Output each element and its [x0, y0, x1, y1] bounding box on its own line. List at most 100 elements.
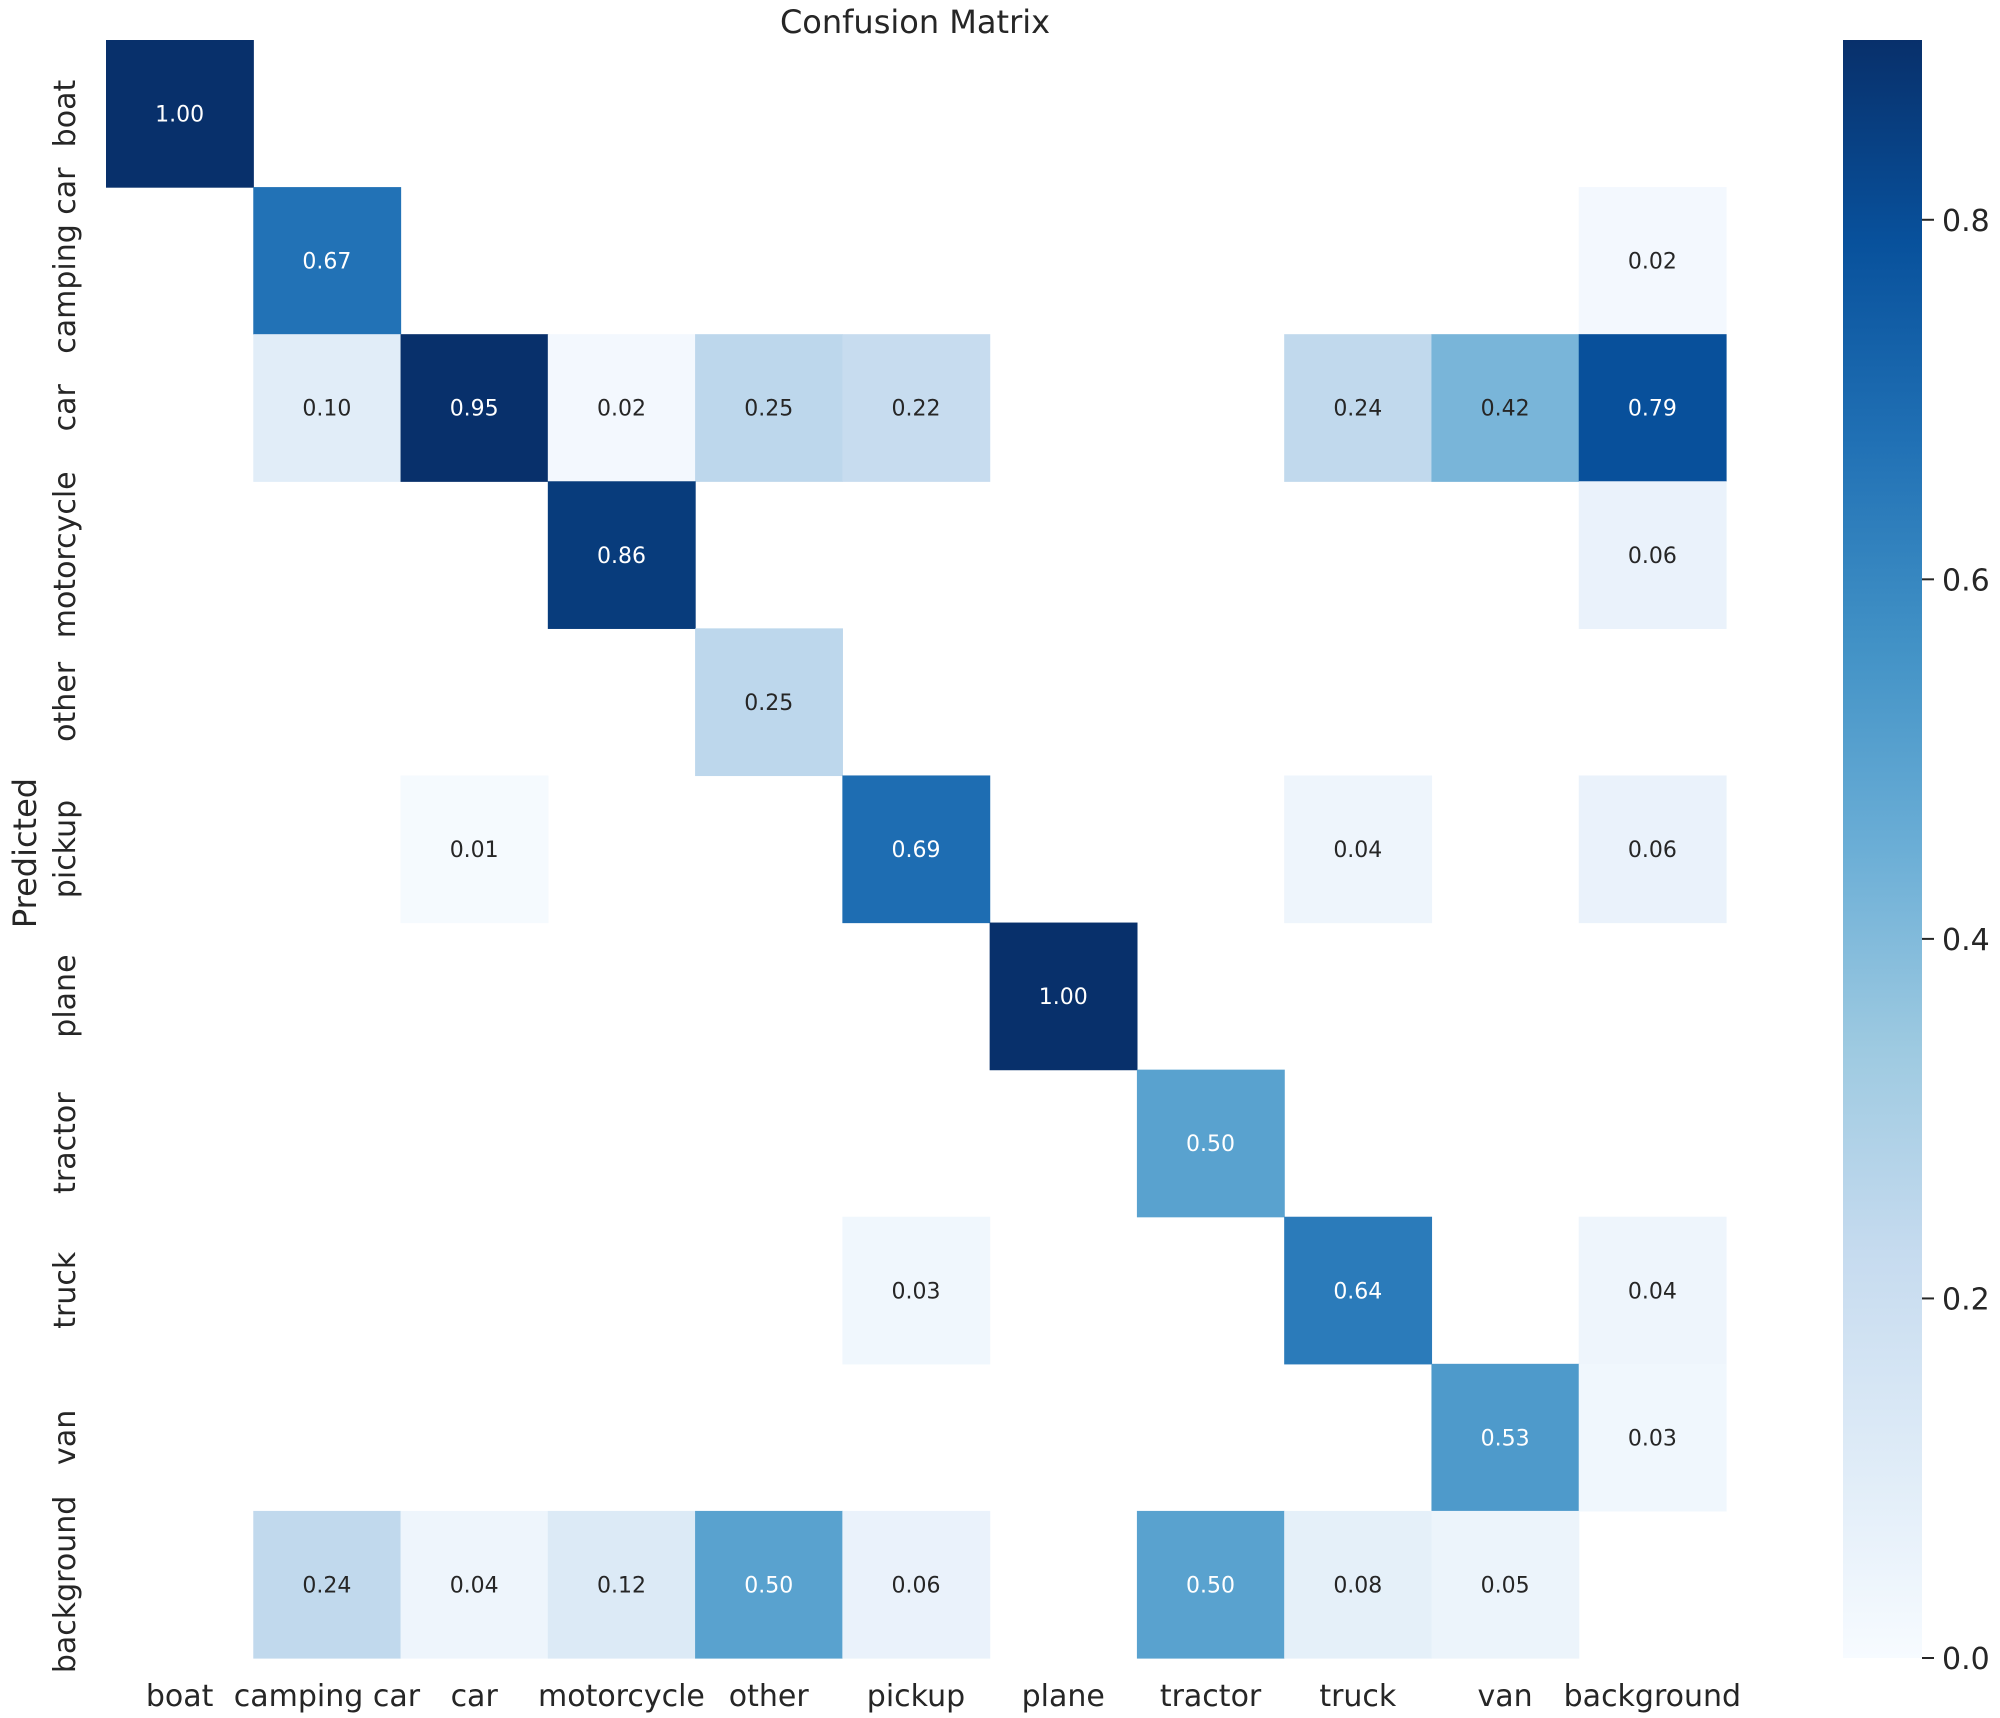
heatmap-cell	[253, 1510, 402, 1659]
y-tick-label: other	[48, 661, 83, 742]
x-tick-label: boat	[146, 1679, 214, 1714]
heatmap-cell	[1578, 187, 1727, 335]
y-tick-label: car	[48, 383, 83, 431]
heatmap-cell-labels: 1.00 0.67 0.02 0.10 0.95 0.02 0.25 0.22 0.24 0.42…	[155, 103, 1677, 1599]
cell-value-label: 1.00	[1039, 985, 1088, 1010]
y-axis-ticks: boat camping car car motorcycle other pickup p…	[48, 80, 83, 1674]
y-tick-label: boat	[48, 80, 83, 148]
heatmap-cell	[547, 481, 696, 629]
heatmap-cell	[1431, 1510, 1580, 1659]
heatmap-cell	[106, 40, 254, 188]
heatmap-cell	[1578, 1216, 1727, 1365]
x-tick-label: tractor	[1160, 1679, 1262, 1714]
cell-value-label: 0.08	[1333, 1573, 1382, 1598]
colorbar-tick-label: 0.2	[1942, 1282, 1990, 1317]
heatmap-cell	[1284, 334, 1433, 482]
heatmap-cell	[1578, 1363, 1727, 1512]
cell-value-label: 0.79	[1628, 397, 1677, 422]
y-tick-label: camping car	[48, 167, 83, 354]
cell-value-label: 0.02	[1628, 250, 1677, 275]
heatmap-cell	[1284, 775, 1433, 924]
x-tick-label: car	[451, 1679, 499, 1714]
heatmap-cell	[842, 775, 991, 924]
y-tick-label: motorcycle	[48, 471, 83, 638]
cell-value-label: 0.06	[892, 1573, 941, 1598]
cell-value-label: 0.04	[1628, 1279, 1677, 1304]
colorbar	[1843, 40, 1922, 1658]
cell-value-label: 0.67	[302, 250, 351, 275]
heatmap-cell	[695, 628, 843, 777]
cell-value-label: 0.64	[1333, 1279, 1382, 1304]
cell-value-label: 0.03	[1628, 1426, 1677, 1451]
colorbar-ticks: 0.0 0.2 0.4 0.6 0.8	[1922, 204, 1990, 1677]
cell-value-label: 0.02	[597, 397, 646, 422]
y-tick-label: truck	[48, 1251, 83, 1329]
heatmap-cell	[1578, 481, 1727, 629]
cell-value-label: 0.69	[892, 838, 941, 863]
heatmap-cell	[1284, 1510, 1433, 1659]
cell-value-label: 0.25	[744, 691, 793, 716]
heatmap-cell	[1578, 334, 1727, 482]
colorbar-tick-label: 0.4	[1942, 923, 1990, 958]
cell-value-label: 0.50	[744, 1573, 793, 1598]
cell-value-label: 0.05	[1481, 1573, 1530, 1598]
colorbar-tick-label: 0.8	[1942, 204, 1990, 239]
x-tick-label: plane	[1022, 1679, 1105, 1714]
cell-value-label: 0.01	[450, 838, 499, 863]
colorbar-tick-label: 0.0	[1942, 1642, 1990, 1677]
y-tick-label: tractor	[48, 1092, 83, 1194]
x-tick-label: pickup	[867, 1679, 965, 1714]
x-tick-label: other	[729, 1679, 810, 1714]
x-tick-label: motorcycle	[538, 1679, 705, 1714]
x-tick-label: background	[1564, 1679, 1741, 1714]
heatmap-cell	[253, 187, 402, 335]
cell-value-label: 0.86	[597, 544, 646, 569]
cell-value-label: 0.50	[1186, 1132, 1235, 1157]
cell-value-label: 0.42	[1481, 397, 1530, 422]
heatmap-cell	[842, 334, 991, 482]
chart-title: Confusion Matrix	[780, 3, 1050, 41]
heatmap-cell	[842, 1216, 991, 1365]
heatmap-cell	[547, 1510, 696, 1659]
cell-value-label: 0.50	[1186, 1573, 1235, 1598]
heatmap-cell	[253, 334, 402, 482]
heatmap-cell	[842, 1510, 991, 1659]
y-axis-label: Predicted	[6, 778, 44, 928]
heatmap-cell	[1431, 334, 1580, 482]
heatmap-cell	[1136, 1510, 1285, 1659]
cell-value-label: 0.25	[744, 397, 793, 422]
heatmap-cell	[1431, 1363, 1580, 1512]
y-tick-label: van	[48, 1410, 83, 1465]
cell-value-label: 0.06	[1628, 838, 1677, 863]
cell-value-label: 0.24	[302, 1573, 351, 1598]
cell-value-label: 1.00	[155, 103, 204, 128]
y-tick-label: background	[48, 1496, 83, 1673]
heatmap-cell	[400, 334, 549, 482]
cell-value-label: 0.06	[1628, 544, 1677, 569]
y-tick-label: plane	[48, 954, 83, 1037]
heatmap-cell	[989, 922, 1138, 1071]
x-axis-ticks: boat camping car car motorcycle other pickup p…	[146, 1679, 1741, 1714]
cell-value-label: 0.12	[597, 1573, 646, 1598]
colorbar-tick-label: 0.6	[1942, 563, 1990, 598]
x-tick-label: truck	[1319, 1679, 1397, 1714]
cell-value-label: 0.04	[1333, 838, 1382, 863]
cell-value-label: 0.53	[1481, 1426, 1530, 1451]
x-tick-label: van	[1478, 1679, 1533, 1714]
cell-value-label: 0.95	[450, 397, 499, 422]
y-tick-label: pickup	[48, 800, 83, 898]
heatmap-cell	[695, 1510, 843, 1659]
heatmap-cell	[1578, 775, 1727, 924]
heatmap-cell	[695, 334, 843, 482]
cell-value-label: 0.04	[450, 1573, 499, 1598]
cell-value-label: 0.24	[1333, 397, 1382, 422]
heatmap-cell	[400, 775, 549, 924]
heatmap-cell	[400, 1510, 549, 1659]
x-tick-label: camping car	[234, 1679, 421, 1714]
heatmap-cell	[1136, 1069, 1285, 1218]
heatmap-cell	[1284, 1216, 1433, 1365]
heatmap-cell	[547, 334, 696, 482]
heatmap-cells	[106, 40, 1727, 1659]
cell-value-label: 0.22	[892, 397, 941, 422]
